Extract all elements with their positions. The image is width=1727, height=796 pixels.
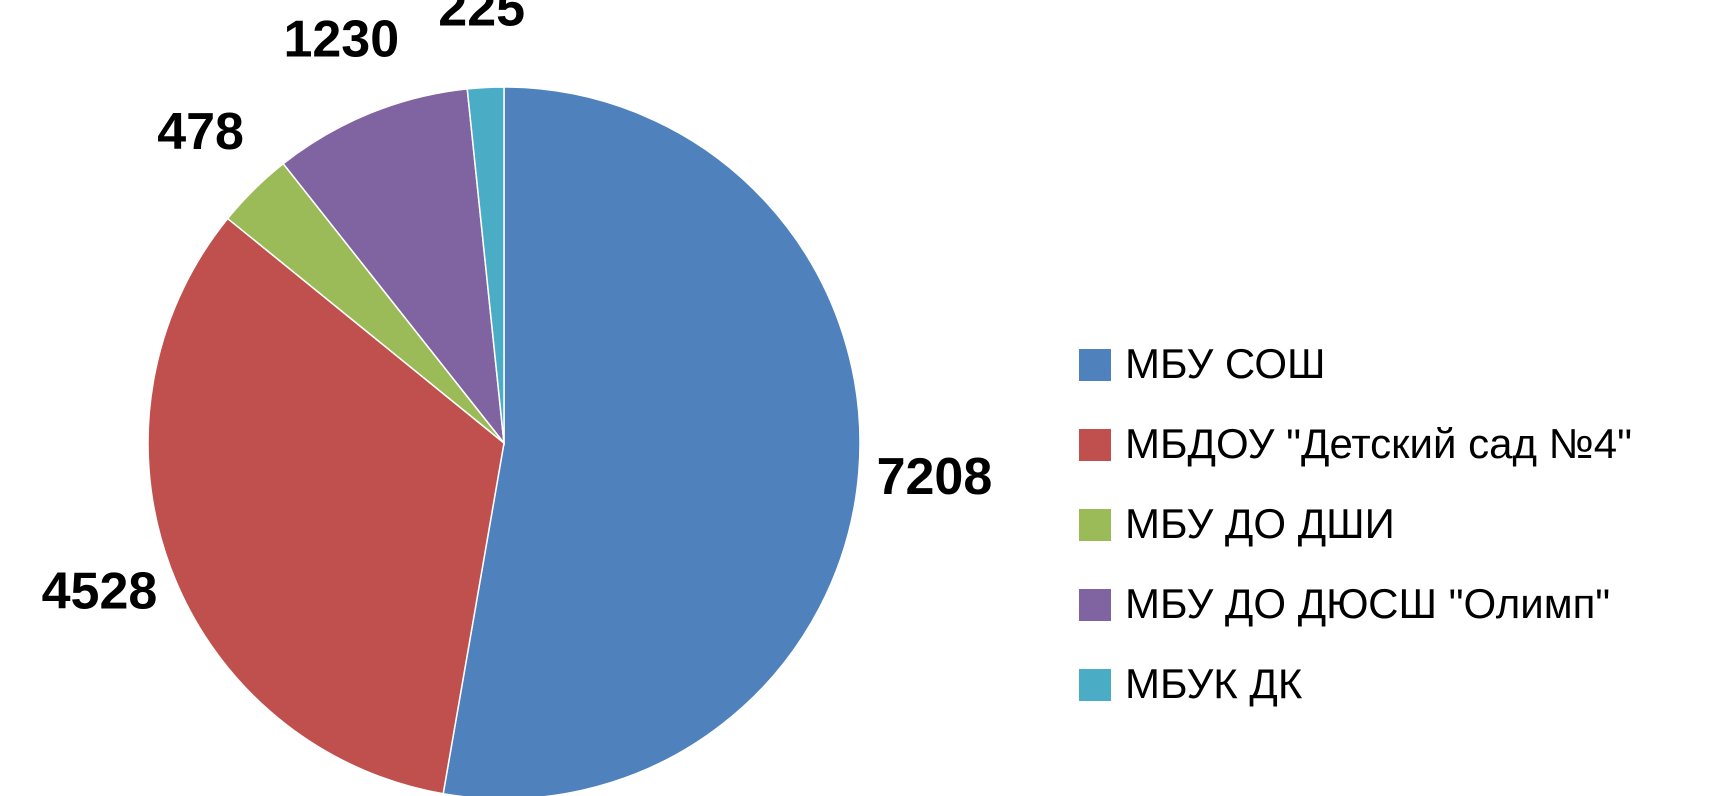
legend-label: МБУ ДО ДЮСШ "Олимп" [1125,580,1610,627]
data-label: 1230 [283,11,399,69]
legend-label: МБУ СОШ [1125,340,1326,387]
legend-label: МБУ ДО ДШИ [1125,500,1395,547]
pie-slice [282,88,506,446]
pie-slice [147,217,505,795]
pie-slice [442,86,861,796]
data-label: 225 [438,0,525,37]
data-label: 4528 [42,562,158,620]
legend-swatch [1079,509,1111,541]
legend-label: МБУК ДК [1125,660,1303,707]
pie-slice [466,86,505,444]
legend-swatch [1079,669,1111,701]
legend-label: МБДОУ "Детский сад №4" [1125,420,1632,467]
legend-swatch [1079,429,1111,461]
data-label: 478 [157,103,244,161]
data-label: 7208 [877,448,993,506]
legend-swatch [1079,589,1111,621]
legend-swatch [1079,349,1111,381]
